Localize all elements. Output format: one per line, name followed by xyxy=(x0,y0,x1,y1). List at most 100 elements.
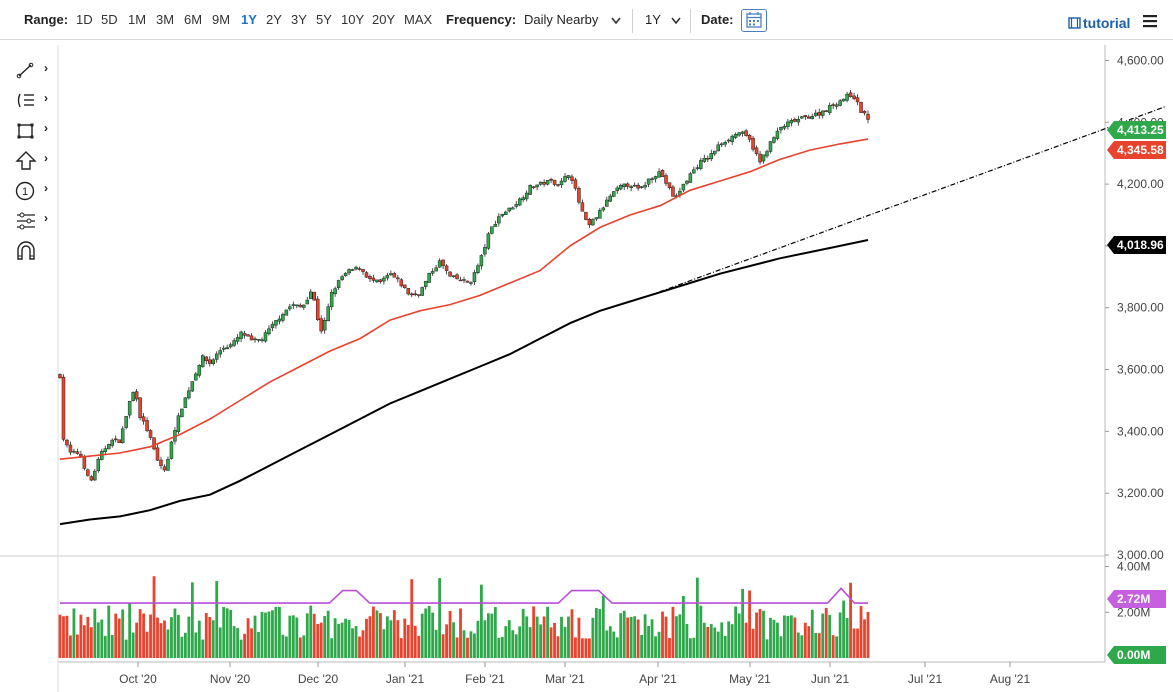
candle-up xyxy=(514,204,518,207)
trendline-tool[interactable]: › xyxy=(14,60,54,84)
candle-up xyxy=(775,130,780,139)
volume-bar xyxy=(685,624,689,658)
chevron-down-icon[interactable] xyxy=(610,16,622,26)
candle-up xyxy=(166,459,170,471)
arrow-tool[interactable]: › xyxy=(14,150,54,174)
toolbar-divider xyxy=(690,9,691,33)
volume-bar xyxy=(413,625,417,658)
volume-bar xyxy=(793,617,797,658)
volume-bar xyxy=(337,623,341,658)
candle-up xyxy=(183,397,188,408)
volume-bar xyxy=(783,615,786,658)
shape-tool[interactable]: › xyxy=(14,120,54,144)
volume-bar xyxy=(570,609,574,658)
annotation-tool[interactable]: 1 › xyxy=(14,180,54,204)
range-button-1m[interactable]: 1M xyxy=(128,12,147,27)
volume-bar xyxy=(225,608,229,658)
candle-down xyxy=(636,184,640,189)
calendar-button[interactable] xyxy=(741,9,767,32)
volume-bar xyxy=(354,626,358,658)
range-button-1y[interactable]: 1Y xyxy=(241,12,257,27)
volume-bar xyxy=(288,615,292,658)
candle-up xyxy=(437,260,442,268)
frequency-dropdown[interactable]: Daily Nearby xyxy=(524,12,599,27)
range-button-3y[interactable]: 3Y xyxy=(291,12,307,27)
volume-bar xyxy=(514,634,518,658)
range-button-6m[interactable]: 6M xyxy=(184,12,203,27)
candle-up xyxy=(180,408,184,418)
y-tick-label: 3,000.00 xyxy=(1117,548,1164,562)
volume-tick-label: 4.00M xyxy=(1117,560,1150,574)
volume-bar xyxy=(452,622,455,658)
volume-bar xyxy=(448,610,452,658)
volume-bar xyxy=(163,620,166,658)
candle-down xyxy=(319,318,323,332)
range-button-1d[interactable]: 1D xyxy=(76,12,93,27)
period-dropdown[interactable]: 1Y xyxy=(645,12,661,27)
tutorial-link[interactable]: tutorial xyxy=(1068,15,1130,31)
volume-bar xyxy=(204,613,208,658)
last-price-tag-box xyxy=(1107,121,1166,139)
candle-down xyxy=(531,186,536,188)
candle-up xyxy=(612,191,616,197)
volume-bar xyxy=(734,606,738,658)
candle-up xyxy=(322,320,327,331)
range-button-max[interactable]: MAX xyxy=(404,12,433,27)
candle-down xyxy=(396,277,400,280)
volume-bar xyxy=(866,611,870,658)
chevron-right-icon: › xyxy=(44,151,48,165)
volume-bar xyxy=(817,633,821,658)
candle-up xyxy=(291,304,296,306)
volume-bar xyxy=(682,595,685,658)
hamburger-menu-icon[interactable] xyxy=(1142,14,1158,28)
candle-down xyxy=(134,391,139,400)
indicator-tool[interactable]: › xyxy=(14,210,54,234)
volume-bar xyxy=(424,608,428,658)
volume-bar xyxy=(528,627,532,658)
candle-down xyxy=(549,178,553,181)
y-tick-label: 3,400.00 xyxy=(1117,424,1164,438)
candle-up xyxy=(228,344,233,348)
volume-bar xyxy=(79,614,83,658)
volume-bar xyxy=(410,579,414,658)
volume-bar xyxy=(236,628,240,658)
candle-up xyxy=(225,347,229,350)
volume-bar xyxy=(504,626,508,658)
range-button-20y[interactable]: 20Y xyxy=(372,12,396,27)
volume-bar xyxy=(358,636,361,658)
candle-down xyxy=(89,476,94,481)
candle-up xyxy=(194,373,198,381)
range-button-5d[interactable]: 5D xyxy=(101,12,118,27)
candle-up xyxy=(281,314,285,321)
candle-up xyxy=(688,173,693,183)
range-button-5y[interactable]: 5Y xyxy=(316,12,332,27)
range-button-9m[interactable]: 9M xyxy=(212,12,231,27)
ma50-tag: 4,345.58 xyxy=(1117,143,1164,157)
volume-bar xyxy=(497,637,501,658)
range-button-2y[interactable]: 2Y xyxy=(266,12,282,27)
candle-down xyxy=(859,101,863,113)
chevron-down-icon[interactable] xyxy=(670,16,682,26)
average-volume-line xyxy=(60,587,868,604)
volume-bar xyxy=(601,595,605,658)
candle-up xyxy=(709,153,714,160)
volume-bar xyxy=(62,616,65,658)
volume-bar xyxy=(480,584,483,658)
magnet-tool[interactable] xyxy=(14,240,54,264)
candle-up xyxy=(385,274,390,279)
ma50-tag-box xyxy=(1107,141,1166,159)
candle-up xyxy=(723,142,727,145)
range-button-10y[interactable]: 10Y xyxy=(341,12,365,27)
volume-bar xyxy=(309,605,313,658)
candle-down xyxy=(364,272,369,278)
candle-up xyxy=(423,280,428,287)
volume-bar xyxy=(323,616,327,658)
range-button-3m[interactable]: 3M xyxy=(156,12,175,27)
volume-bar xyxy=(152,576,156,658)
candle-down xyxy=(298,304,303,308)
candle-up xyxy=(176,415,181,433)
volume-bar xyxy=(180,636,184,658)
candle-up xyxy=(274,320,278,326)
fibonacci-tool[interactable]: › xyxy=(14,90,54,114)
